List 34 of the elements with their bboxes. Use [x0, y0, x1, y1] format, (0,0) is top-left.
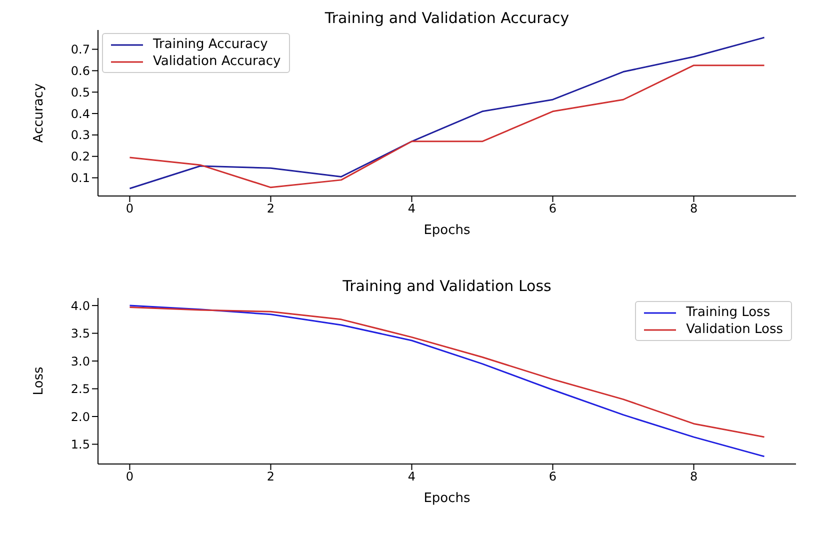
y-tick-label: 0.1 [70, 171, 90, 186]
x-tick-label: 8 [690, 202, 698, 216]
x-axis-title: Epochs [424, 491, 471, 506]
legend-label: Training Loss [686, 305, 770, 320]
x-tick-label: 2 [266, 470, 275, 484]
x-tick-label: 2 [266, 202, 275, 216]
x-tick-label: 0 [126, 202, 134, 216]
x-tick-label: 6 [548, 202, 557, 216]
y-tick-label: 0.6 [70, 64, 90, 78]
y-tick-label: 1.5 [70, 438, 90, 452]
x-tick-label: 0 [126, 470, 134, 484]
x-tick-label: 6 [548, 470, 557, 484]
chart-title: Training and Validation Loss [342, 277, 552, 295]
y-tick-label: 3.5 [70, 326, 90, 341]
y-tick-label: 4.0 [70, 298, 90, 313]
y-tick-label: 0.7 [70, 42, 90, 57]
chart-title: Training and Validation Accuracy [324, 9, 570, 27]
x-tick-label: 4 [408, 202, 416, 216]
legend-label: Training Accuracy [153, 37, 268, 52]
x-axis-title: Epochs [424, 223, 471, 238]
y-axis-title: Accuracy [32, 83, 47, 143]
legend-label: Validation Accuracy [153, 54, 281, 69]
y-tick-label: 2.5 [70, 382, 90, 396]
y-tick-label: 0.3 [70, 128, 90, 142]
y-tick-label: 0.2 [70, 150, 90, 164]
line-series [128, 36, 766, 190]
x-tick-label: 4 [408, 470, 416, 484]
x-tick-label: 8 [690, 470, 698, 484]
y-tick-label: 3.0 [70, 354, 90, 368]
y-tick-label: 0.5 [70, 85, 90, 100]
legend-label: Validation Loss [686, 322, 783, 337]
y-axis-title: Loss [32, 366, 47, 396]
y-tick-label: 2.0 [70, 410, 90, 424]
y-tick-label: 0.4 [70, 106, 90, 121]
